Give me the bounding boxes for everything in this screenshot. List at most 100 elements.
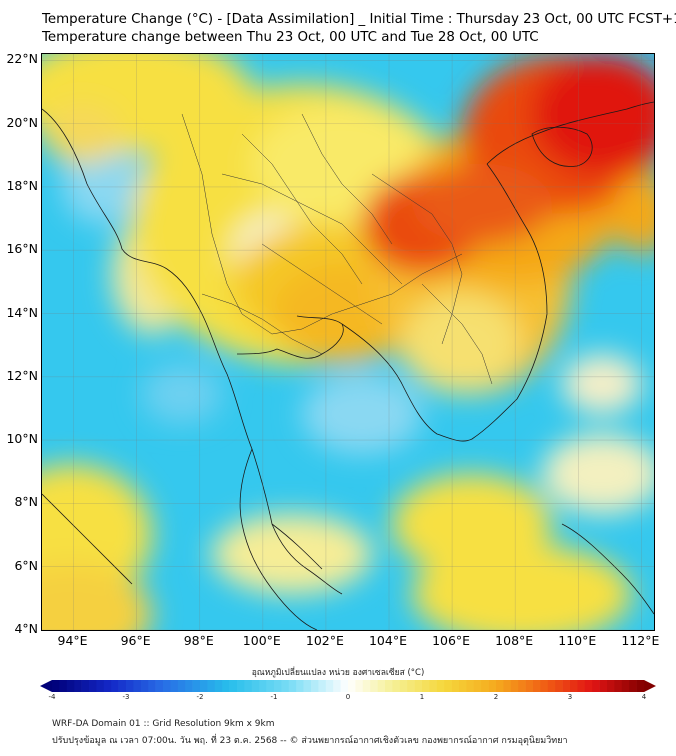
colorbar-cell bbox=[118, 680, 127, 692]
colorbar-cell bbox=[481, 680, 489, 692]
lon-label: 100°E bbox=[242, 633, 281, 648]
colorbar-cell bbox=[325, 680, 334, 692]
lat-label: 8°N bbox=[14, 494, 38, 510]
lat-label: 16°N bbox=[6, 241, 38, 257]
colorbar-cell bbox=[348, 680, 356, 692]
colorbar-cell bbox=[111, 680, 119, 692]
colorbar-cell bbox=[518, 680, 526, 692]
colorbar-cell bbox=[251, 680, 260, 692]
lat-label: 22°N bbox=[6, 51, 38, 67]
colorbar-tick-label: 3 bbox=[567, 693, 573, 701]
colorbar-tick-label: 2 bbox=[493, 693, 499, 701]
colorbar-cell bbox=[259, 680, 267, 692]
colorbar-cell bbox=[629, 680, 637, 692]
colorbar-cell bbox=[584, 680, 593, 692]
colorbar-cell bbox=[488, 680, 497, 692]
colorbar-cell bbox=[207, 680, 216, 692]
colorbar-cell bbox=[473, 680, 482, 692]
colorbar-cell bbox=[555, 680, 563, 692]
coastline-paths bbox=[42, 101, 654, 630]
lat-label: 18°N bbox=[6, 177, 38, 193]
graticule bbox=[42, 54, 654, 630]
colorbar-tick-label: 1 bbox=[419, 693, 425, 701]
colorbar-cell bbox=[533, 680, 541, 692]
colorbar-cell bbox=[636, 680, 645, 692]
colorbar-tick-label: -3 bbox=[122, 693, 130, 701]
colorbar-cell bbox=[392, 680, 401, 692]
footer-line-2: ปรับปรุงข้อมูล ณ เวลา 07:00น. วัน พฤ. ที… bbox=[52, 736, 568, 746]
colorbar-cell bbox=[311, 680, 319, 692]
colorbar-cell bbox=[399, 680, 408, 692]
lon-label: 104°E bbox=[368, 633, 407, 648]
colorbar-cell bbox=[333, 680, 341, 692]
colorbar-cell bbox=[133, 680, 142, 692]
colorbar-cell bbox=[274, 680, 282, 692]
colorbar-cell bbox=[266, 680, 275, 692]
colorbar-cell bbox=[459, 680, 467, 692]
temperature-change-map[interactable] bbox=[41, 53, 655, 631]
colorbar-cells bbox=[40, 680, 656, 692]
colorbar-cell bbox=[200, 680, 208, 692]
lon-label: 108°E bbox=[495, 633, 534, 648]
lat-label: 10°N bbox=[6, 431, 38, 447]
colorbar-cell bbox=[570, 680, 578, 692]
lat-label: 6°N bbox=[14, 557, 38, 573]
colorbar-cell bbox=[155, 680, 164, 692]
colorbar-cell bbox=[621, 680, 630, 692]
colorbar-cell bbox=[96, 680, 105, 692]
colorbar-cell bbox=[303, 680, 312, 692]
footer-line-1: WRF-DA Domain 01 :: Grid Resolution 9km … bbox=[52, 719, 275, 729]
colorbar-cell bbox=[281, 680, 290, 692]
lat-label: 20°N bbox=[6, 114, 38, 130]
lat-label: 4°N bbox=[14, 621, 38, 636]
colorbar-cell bbox=[414, 680, 423, 692]
colorbar-cell bbox=[385, 680, 393, 692]
colorbar-cell bbox=[362, 680, 371, 692]
colorbar-tick-label: 4 bbox=[641, 693, 647, 701]
chart-title: Temperature Change (°C) - [Data Assimila… bbox=[42, 12, 676, 27]
colorbar-cell bbox=[296, 680, 304, 692]
lat-label: 14°N bbox=[6, 304, 38, 320]
colorbar-cell bbox=[407, 680, 415, 692]
colorbar-cell bbox=[288, 680, 297, 692]
colorbar-cell bbox=[103, 680, 112, 692]
colorbar-cell bbox=[170, 680, 179, 692]
internal-borders bbox=[181, 113, 493, 385]
lon-label: 94°E bbox=[57, 633, 88, 648]
colorbar-cell bbox=[444, 680, 452, 692]
colorbar-cell bbox=[222, 680, 230, 692]
lon-label: 112°E bbox=[621, 633, 660, 648]
lon-label: 102°E bbox=[305, 633, 344, 648]
colorbar-cell bbox=[185, 680, 193, 692]
colorbar-cell bbox=[466, 680, 475, 692]
colorbar-cell bbox=[318, 680, 327, 692]
colorbar-cell bbox=[340, 680, 349, 692]
colorbar-cell bbox=[52, 680, 60, 692]
colorbar-title: อุณหภูมิเปลี่ยนแปลง หน่วย องศาเซลเซียส (… bbox=[251, 668, 425, 678]
lat-label: 12°N bbox=[6, 367, 38, 383]
colorbar-cell bbox=[614, 680, 623, 692]
colorbar-cell bbox=[503, 680, 512, 692]
colorbar-cell bbox=[214, 680, 223, 692]
colorbar-cell bbox=[89, 680, 97, 692]
colorbar-cell bbox=[140, 680, 149, 692]
colorbar-cell bbox=[607, 680, 615, 692]
colorbar-cell bbox=[562, 680, 571, 692]
colorbar-cell bbox=[525, 680, 534, 692]
colorbar bbox=[40, 680, 656, 692]
colorbar-cell bbox=[244, 680, 253, 692]
colorbar-left-arrow bbox=[40, 680, 52, 692]
colorbar-cell bbox=[192, 680, 201, 692]
colorbar-cell bbox=[429, 680, 438, 692]
colorbar-cell bbox=[451, 680, 460, 692]
colorbar-cell bbox=[436, 680, 445, 692]
colorbar-cell bbox=[592, 680, 600, 692]
colorbar-cell bbox=[355, 680, 364, 692]
colorbar-cell bbox=[229, 680, 238, 692]
temperature-field bbox=[42, 54, 654, 630]
colorbar-cell bbox=[599, 680, 608, 692]
colorbar-cell bbox=[163, 680, 171, 692]
colorbar-tick-label: -2 bbox=[196, 693, 204, 701]
colorbar-cell bbox=[177, 680, 186, 692]
colorbar-cell bbox=[81, 680, 90, 692]
